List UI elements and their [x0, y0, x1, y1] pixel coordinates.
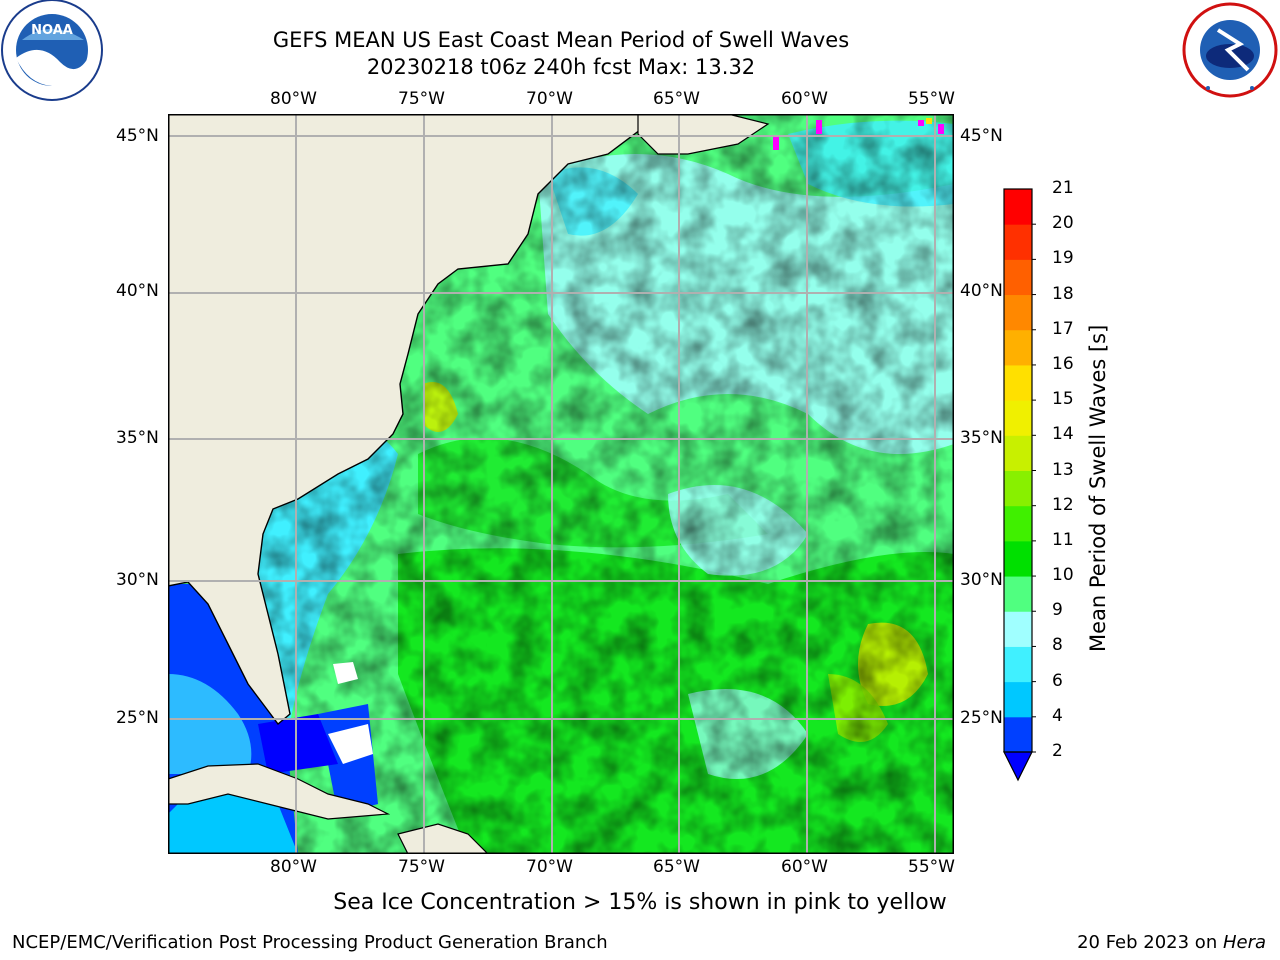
colorbar-tick-label: 11: [1052, 529, 1074, 550]
map-frame: [168, 114, 954, 854]
colorbar-swatch: [1004, 540, 1032, 577]
lon-label-top: 75°W: [398, 89, 445, 109]
land-hispaniola: [397, 823, 489, 854]
colorbar-tick-label: 18: [1052, 283, 1074, 304]
lat-label-left: 25°N: [116, 708, 159, 728]
footer-date-text: 20 Feb 2023 on: [1077, 932, 1223, 953]
footer-date: 20 Feb 2023 on Hera: [1077, 932, 1266, 953]
chart-subtitle: 20230218 t06z 240h fcst Max: 13.32: [366, 55, 756, 79]
colorbar-swatch: [1004, 716, 1032, 753]
lat-label-right: 40°N: [960, 281, 1003, 301]
sea-ice-note: Sea Ice Concentration > 15% is shown in …: [0, 890, 1280, 915]
colorbar-tick-label: 14: [1052, 424, 1074, 445]
lat-label-left: 40°N: [116, 281, 159, 301]
lat-label-right: 45°N: [960, 126, 1003, 146]
lat-label-right: 30°N: [960, 570, 1003, 590]
noaa-logo-text: NOAA: [31, 23, 73, 38]
chart-title: GEFS MEAN US East Coast Mean Period of S…: [272, 28, 850, 52]
bahamas-no-data: [328, 724, 373, 764]
land-nova-scotia: [637, 114, 770, 155]
colorbar-label-wrapper: [1000, 224, 1030, 420]
colorbar-swatch: [1004, 611, 1032, 647]
colorbar-tick-label: 21: [1052, 178, 1074, 198]
lat-label-left: 35°N: [116, 428, 159, 448]
footer-credit: NCEP/EMC/Verification Post Processing Pr…: [12, 932, 608, 953]
graticule: [168, 114, 954, 854]
map-border: [168, 114, 954, 854]
colorbar-swatch: [1004, 505, 1032, 542]
lat-label-left: 45°N: [116, 126, 159, 146]
colorbar-swatch: [1004, 646, 1032, 683]
colorbar-tick-label: 13: [1052, 459, 1074, 480]
land-cuba: [168, 763, 391, 820]
lon-label-bottom: 55°W: [908, 857, 955, 877]
colorbar-label: Mean Period of Swell Waves [s]: [1086, 324, 1110, 652]
bahamas-no-data-north: [333, 662, 358, 684]
nws-logo: [1182, 2, 1278, 98]
colorbar-tick-label: 8: [1052, 635, 1063, 656]
sea-ice-pixel: [938, 124, 944, 134]
lon-label-bottom: 75°W: [398, 857, 445, 877]
colorbar-swatch: [1004, 224, 1032, 260]
lon-label-top: 80°W: [270, 89, 317, 109]
colorbar-tick-label: 10: [1052, 565, 1074, 586]
colorbar-swatch: [1004, 329, 1032, 366]
colorbar-swatch: [1004, 470, 1032, 507]
lat-label-right: 35°N: [960, 428, 1003, 448]
colorbar-tick-label: 19: [1052, 248, 1074, 269]
colorbar-tick-label: 6: [1052, 670, 1063, 691]
colorbar-tick-label: 12: [1052, 494, 1074, 515]
lon-label-bottom: 80°W: [270, 857, 317, 877]
lon-label-top: 70°W: [526, 89, 573, 109]
colorbar-tick-label: 17: [1052, 318, 1074, 339]
colorbar-tick-label: 20: [1052, 213, 1074, 234]
sea-ice-pixel: [773, 136, 779, 150]
lon-label-bottom: 65°W: [653, 857, 700, 877]
colorbar-tick-label: 4: [1052, 705, 1063, 726]
colorbar-tick-label: 2: [1052, 741, 1063, 761]
sea-ice-pixel: [926, 118, 932, 124]
colorbar-swatch: [1004, 681, 1032, 718]
swell-band-gulf-cyan: [168, 674, 252, 774]
sea-ice-pixel: [816, 120, 822, 134]
lat-label-right: 25°N: [960, 708, 1003, 728]
colorbar-swatch: [1004, 435, 1032, 471]
colorbar-outline: [1003, 188, 1033, 753]
colorbar: [1003, 188, 1036, 782]
footer-machine: Hera: [1222, 932, 1266, 953]
lat-label-left: 30°N: [116, 570, 159, 590]
lon-label-bottom: 60°W: [781, 857, 828, 877]
colorbar-swatches: [1004, 189, 1036, 753]
noaa-logo: NOAA: [1, 0, 103, 101]
lon-label-top: 60°W: [781, 89, 828, 109]
colorbar-swatch: [1004, 576, 1032, 612]
colorbar-swatch: [1004, 364, 1032, 401]
swell-band-florida-straits: [258, 714, 338, 774]
colorbar-tick-label: 15: [1052, 389, 1074, 410]
sea-ice-pixel: [918, 120, 924, 126]
sea-ice-note-text: Sea Ice Concentration > 15% is shown in …: [333, 890, 947, 915]
land-north-america: [168, 114, 650, 726]
colorbar-tick-label: 16: [1052, 353, 1074, 374]
lon-label-top: 55°W: [908, 89, 955, 109]
colorbar-swatch: [1004, 294, 1032, 331]
lon-label-top: 65°W: [653, 89, 700, 109]
colorbar-extend-arrow: [1003, 751, 1033, 782]
colorbar-tick-label: 9: [1052, 600, 1063, 621]
lon-label-bottom: 70°W: [526, 857, 573, 877]
colorbar-swatch: [1004, 400, 1032, 436]
colorbar-swatch: [1004, 259, 1032, 296]
colorbar-swatch: [1004, 189, 1032, 225]
